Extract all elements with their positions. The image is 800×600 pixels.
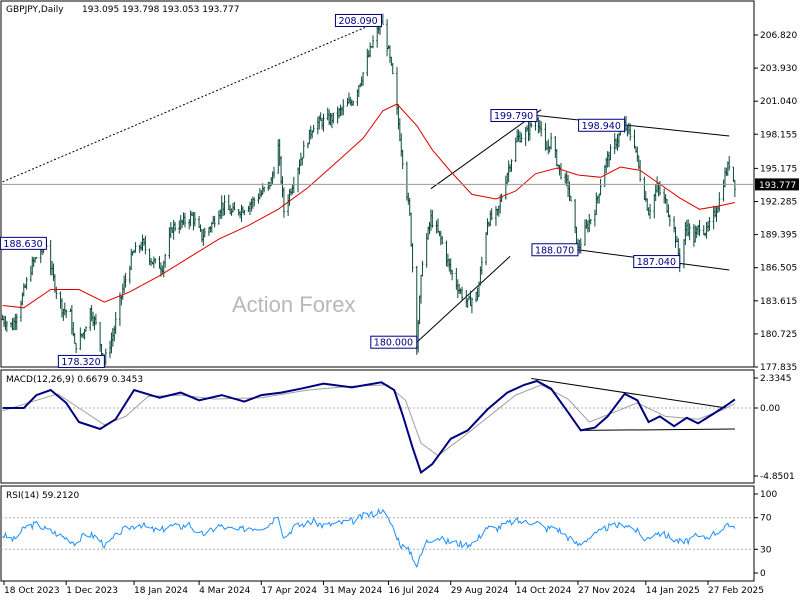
current-price-label: 193.777 <box>759 181 796 191</box>
price-annotation-box <box>531 243 579 257</box>
rsi-panel: 100 70 30 0 RSI(14) 59.2120 <box>0 485 777 582</box>
y-tick-label: 198.155 <box>760 130 797 140</box>
price-annotation: 178.320 <box>61 357 100 368</box>
x-tick-label: 16 Jul 2024 <box>389 586 440 596</box>
rsi-line <box>2 507 736 569</box>
price-annotation-box <box>578 118 626 132</box>
rsi-y-tick-label: 100 <box>760 490 777 500</box>
macd-y-tick-label: 2.3345 <box>760 374 792 384</box>
price-annotation: 188.070 <box>535 245 574 256</box>
y-tick-label: 177.835 <box>760 363 797 373</box>
macd-trendline <box>580 428 735 431</box>
x-tick-label: 14 Oct 2024 <box>516 586 572 596</box>
trendline <box>536 115 730 137</box>
x-tick-label: 27 Nov 2024 <box>578 586 636 596</box>
y-tick-label: 180.725 <box>760 330 797 340</box>
price-annotation-box <box>57 354 105 368</box>
y-tick-label: 189.395 <box>760 231 797 241</box>
y-tick-label: 183.615 <box>760 297 797 307</box>
x-tick-label: 18 Oct 2023 <box>4 586 60 596</box>
price-annotation-box <box>0 236 47 250</box>
x-tick-label: 31 May 2024 <box>323 586 382 596</box>
y-tick-label: 203.930 <box>760 64 797 74</box>
x-tick-label: 1 Dec 2023 <box>66 586 118 596</box>
x-tick-label: 14 Jan 2025 <box>646 586 700 596</box>
price-annotation: 208.090 <box>338 16 377 27</box>
trendline <box>416 255 511 343</box>
x-tick-label: 18 Jan 2024 <box>134 586 188 596</box>
ohlc-readout: 193.095 193.798 193.053 193.777 <box>82 5 239 15</box>
x-axis: 18 Oct 2023 1 Dec 2023 18 Jan 2024 4 Mar 20… <box>3 581 764 596</box>
price-annotation-box <box>370 335 418 349</box>
trendline <box>430 109 542 190</box>
moving-average-line <box>2 103 736 309</box>
chart-title: GBPJPY,Daily <box>6 5 64 15</box>
x-tick-label: 4 Mar 2024 <box>199 586 251 596</box>
rsi-y-tick-label: 70 <box>760 514 772 524</box>
price-annotation: 180.000 <box>374 338 413 349</box>
y-tick-label: 186.505 <box>760 264 797 274</box>
price-annotation-box <box>633 255 681 269</box>
macd-y-tick-label: -4.8501 <box>760 472 795 482</box>
macd-title: MACD(12,26,9) 0.6679 0.3453 <box>6 375 143 385</box>
macd-y-tick-label: 0.00 <box>760 404 780 414</box>
y-tick-label: 206.820 <box>760 31 797 41</box>
price-annotation: 187.040 <box>637 257 676 268</box>
price-panel: Action Forex 208.090 188.630 178.320 180.00… <box>0 0 799 373</box>
price-annotation: 198.940 <box>582 121 621 132</box>
y-tick-label: 195.175 <box>760 164 797 174</box>
macd-trendline <box>531 377 727 409</box>
rsi-title: RSI(14) 59.2120 <box>6 491 79 501</box>
macd-panel: 2.3345 0.00 -4.8501 MACD(12,26,9) 0.6679 0… <box>0 369 795 484</box>
price-annotation-box <box>334 13 382 27</box>
macd-line <box>2 379 736 475</box>
x-tick-label: 17 Apr 2024 <box>261 586 317 596</box>
watermark: Action Forex <box>232 292 356 317</box>
price-annotation-box <box>490 109 538 123</box>
rsi-y-tick-label: 30 <box>760 545 772 555</box>
current-price-badge: 193.777 <box>755 178 799 191</box>
y-tick-label: 192.285 <box>760 197 797 207</box>
trendline <box>2 19 382 183</box>
x-tick-label: 27 Feb 2025 <box>708 586 764 596</box>
rsi-y-tick-label: 0 <box>760 569 766 579</box>
y-tick-label: 201.040 <box>760 97 797 107</box>
x-tick-label: 29 Aug 2024 <box>451 586 509 596</box>
price-annotation: 188.630 <box>3 239 42 250</box>
price-annotation: 199.790 <box>494 111 533 122</box>
